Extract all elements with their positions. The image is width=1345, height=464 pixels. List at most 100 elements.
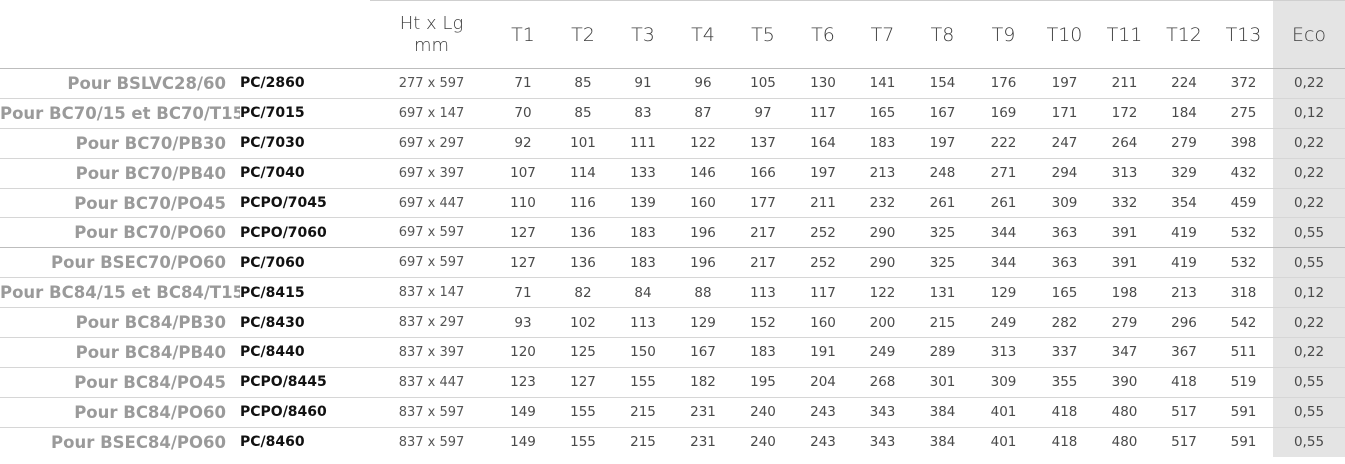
header-ref-blank (240, 1, 370, 69)
price-cell-t2: 125 (553, 337, 613, 368)
price-cell-t11: 198 (1095, 277, 1154, 308)
header-t1: T1 (493, 0, 553, 69)
table-row: Pour BC84/PB30 PC/8430 837 x 297 93 102 113 12… (0, 307, 1345, 338)
price-cell-t3: 91 (613, 68, 673, 99)
price-cell-t4: 87 (673, 97, 733, 129)
header-t5: T5 (733, 0, 793, 69)
price-cell-t6: 160 (793, 307, 853, 338)
price-cell-t8: 248 (912, 157, 973, 189)
dimensions-cell: 837 x 447 (370, 366, 493, 398)
price-cell-t1: 70 (493, 97, 553, 129)
price-cell-t10: 165 (1034, 277, 1095, 308)
price-cell-t10: 337 (1034, 337, 1095, 368)
price-cell-t12: 224 (1154, 68, 1214, 99)
price-cell-t6: 197 (793, 157, 853, 189)
price-cell-t1: 71 (493, 68, 553, 99)
header-t12: T12 (1154, 0, 1214, 69)
price-cell-t3: 113 (613, 307, 673, 338)
product-name-cell: Pour BSEC70/PO60 (0, 247, 240, 278)
eco-cell: 0,55 (1273, 247, 1345, 278)
price-cell-t13: 511 (1214, 337, 1273, 368)
reference-cell: PC/2860 (240, 68, 370, 99)
reference-cell: PC/8430 (240, 307, 370, 338)
price-cell-t1: 149 (493, 426, 553, 458)
price-cell-t1: 71 (493, 277, 553, 308)
price-cell-t7: 343 (853, 426, 912, 458)
table-body: Pour BSLVC28/60 PC/2860 277 x 597 71 85 91 96 1… (0, 68, 1345, 458)
product-name-cell: Pour BC70/PO45 (0, 187, 240, 218)
price-cell-t10: 355 (1034, 366, 1095, 398)
price-cell-t3: 84 (613, 277, 673, 308)
price-cell-t9: 313 (973, 337, 1034, 368)
price-cell-t11: 211 (1095, 68, 1154, 99)
price-cell-t3: 139 (613, 187, 673, 218)
price-cell-t11: 391 (1095, 217, 1154, 248)
eco-cell: 0,55 (1273, 426, 1345, 458)
price-cell-t4: 196 (673, 247, 733, 278)
header-t9: T9 (973, 0, 1034, 69)
price-cell-t10: 309 (1034, 187, 1095, 218)
eco-cell: 0,55 (1273, 396, 1345, 428)
price-cell-t5: 152 (733, 307, 793, 338)
price-cell-t12: 213 (1154, 277, 1214, 308)
eco-cell: 0,22 (1273, 307, 1345, 338)
table-row: Pour BC84/PO60 PCPO/8460 837 x 597 149 155 21… (0, 396, 1345, 428)
price-cell-t2: 116 (553, 187, 613, 218)
price-cell-t10: 418 (1034, 426, 1095, 458)
price-cell-t10: 363 (1034, 247, 1095, 278)
product-name-cell: Pour BC84/15 et BC84/T15 (0, 277, 240, 308)
price-cell-t3: 215 (613, 426, 673, 458)
price-cell-t7: 165 (853, 97, 912, 129)
header-product-blank (0, 1, 240, 69)
header-t10: T10 (1034, 0, 1095, 69)
price-cell-t9: 169 (973, 97, 1034, 129)
price-cell-t10: 282 (1034, 307, 1095, 338)
header-t8: T8 (912, 0, 973, 69)
dimensions-cell: 837 x 297 (370, 307, 493, 338)
price-cell-t8: 154 (912, 68, 973, 99)
header-dimensions-line2: mm (413, 34, 450, 56)
eco-cell: 0,22 (1273, 187, 1345, 218)
product-name-cell: Pour BC70/PO60 (0, 217, 240, 248)
price-cell-t5: 217 (733, 247, 793, 278)
price-cell-t5: 137 (733, 127, 793, 159)
price-cell-t6: 243 (793, 396, 853, 428)
price-cell-t6: 252 (793, 217, 853, 248)
price-cell-t6: 204 (793, 366, 853, 398)
price-cell-t8: 197 (912, 127, 973, 159)
product-name-cell: Pour BSLVC28/60 (0, 68, 240, 99)
price-cell-t5: 105 (733, 68, 793, 99)
price-cell-t3: 111 (613, 127, 673, 159)
price-cell-t4: 96 (673, 68, 733, 99)
reference-cell: PC/7040 (240, 157, 370, 189)
eco-cell: 0,12 (1273, 97, 1345, 129)
price-cell-t11: 347 (1095, 337, 1154, 368)
table-row: Pour BSEC84/PO60 PC/8460 837 x 597 149 155 21… (0, 426, 1345, 458)
price-cell-t13: 372 (1214, 68, 1273, 99)
price-cell-t1: 120 (493, 337, 553, 368)
price-cell-t12: 354 (1154, 187, 1214, 218)
price-cell-t8: 325 (912, 247, 973, 278)
price-cell-t11: 390 (1095, 366, 1154, 398)
price-cell-t5: 113 (733, 277, 793, 308)
price-cell-t5: 183 (733, 337, 793, 368)
price-cell-t9: 309 (973, 366, 1034, 398)
reference-cell: PC/8440 (240, 337, 370, 368)
price-cell-t5: 177 (733, 187, 793, 218)
header-eco: Eco (1273, 0, 1345, 69)
price-cell-t2: 82 (553, 277, 613, 308)
price-cell-t4: 196 (673, 217, 733, 248)
price-cell-t5: 166 (733, 157, 793, 189)
price-cell-t10: 363 (1034, 217, 1095, 248)
price-cell-t7: 141 (853, 68, 912, 99)
dimensions-cell: 837 x 597 (370, 396, 493, 428)
table-row: Pour BC70/PB40 PC/7040 697 x 397 107 114 133 1… (0, 157, 1345, 189)
price-cell-t11: 480 (1095, 396, 1154, 428)
price-cell-t12: 419 (1154, 247, 1214, 278)
price-cell-t2: 127 (553, 366, 613, 398)
dimensions-cell: 697 x 597 (370, 217, 493, 248)
dimensions-cell: 697 x 297 (370, 127, 493, 159)
price-cell-t7: 343 (853, 396, 912, 428)
dimensions-cell: 837 x 597 (370, 426, 493, 458)
